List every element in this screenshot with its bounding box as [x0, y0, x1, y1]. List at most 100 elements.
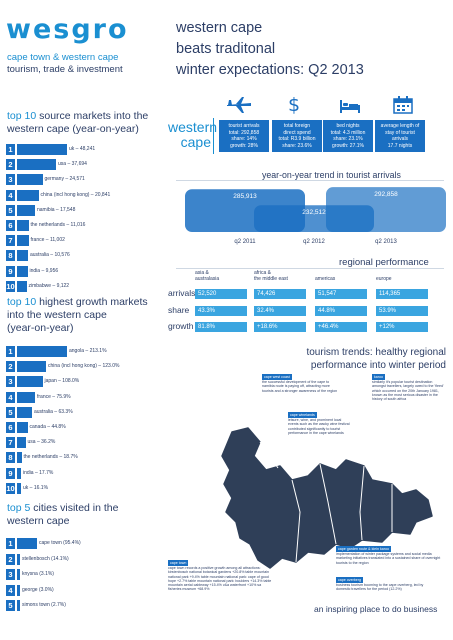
trend-rule	[176, 180, 444, 181]
trend-note-heading: cape winelands	[288, 412, 317, 419]
city-bar	[17, 600, 20, 612]
logo-tagline-1: cape town & western cape	[7, 52, 119, 63]
growth-market-bar	[17, 482, 21, 494]
trend-chart: 285,913 q2 2011 232,512 q2 2012 292,858 q2 20…	[185, 187, 446, 245]
growth-market-rank: 7	[6, 437, 15, 449]
city-rank: 4	[6, 584, 15, 596]
source-market-rank: 1	[6, 144, 15, 155]
stat-box: total foreign direct spend total: R3.9 bil…	[272, 120, 322, 152]
source-market-rank: 8	[6, 250, 15, 262]
growth-market-label: usa – 36.2%	[27, 439, 56, 446]
growth-market-bar	[17, 437, 26, 449]
source-market-label: germany – 24,571	[44, 176, 85, 183]
source-market-label: zimbabwe – 9,122	[28, 282, 70, 289]
growth-market-bar	[17, 376, 43, 388]
overview-word-1: western	[168, 119, 218, 135]
growth-market-label: angola – 213.1%	[69, 348, 107, 354]
stat-line: bed nights	[336, 123, 360, 129]
headline-line-3: winter expectations: Q2 2013	[176, 62, 364, 78]
stat-line: average length of	[380, 123, 420, 129]
cities-title-line2: western cape	[7, 515, 70, 527]
trend-note-body: leisure, wine, and prominent local event…	[288, 418, 350, 435]
city-label: cape town (95.4%)	[39, 540, 81, 546]
growth-market-rank: 5	[6, 406, 15, 418]
stat-line: growth: 28%	[230, 142, 258, 149]
growth-markets-title-hl: top 10	[7, 296, 37, 308]
source-market-rank: 3	[6, 174, 15, 186]
bed-icon	[340, 100, 360, 113]
source-market-label: australia – 10,576	[30, 252, 70, 259]
source-market-label: usa – 37,694	[58, 161, 87, 168]
source-markets-list: 1 uk – 48,241 2 usa – 37,694 3 germany – 24,5…	[0, 144, 160, 294]
source-markets-title-rest: source markets into the	[36, 110, 149, 122]
stat-line: stay of tourist	[385, 129, 415, 136]
growth-markets-title-rest: highest growth markets	[36, 296, 148, 308]
growth-markets-title-line3: (year-on-year)	[7, 322, 74, 334]
trend-bubble	[326, 187, 446, 232]
overview-label: western cape	[168, 119, 218, 150]
source-market-rank: 6	[6, 220, 15, 231]
regional-cell: 43.3%	[195, 305, 247, 316]
city-bar	[17, 584, 20, 596]
stat-line: total: 4.3 million	[330, 129, 366, 136]
overview-divider	[213, 118, 214, 154]
trends-title: tourism trends: healthy regional perform…	[270, 346, 446, 372]
regional-row-label: share	[168, 304, 190, 315]
growth-markets-title: top 10 highest growth markets into the w…	[7, 296, 148, 335]
calendar-icon	[393, 96, 413, 114]
dollar-icon: $	[288, 94, 300, 114]
source-market-label: namibia – 17,548	[37, 206, 76, 213]
regional-cell: 74,426	[254, 289, 306, 299]
source-market-label: china (incl hong kong) – 20,841	[40, 191, 111, 198]
source-market-label: uk – 48,241	[69, 146, 96, 152]
logo-tagline-2: tourism, trade & investment	[7, 64, 123, 75]
source-market-label: india – 9,956	[29, 267, 59, 274]
growth-market-rank: 10	[6, 482, 15, 494]
trend-value-label: 292,858	[374, 191, 398, 198]
source-market-bar	[17, 144, 67, 155]
growth-market-rank: 1	[6, 346, 15, 357]
stat-line: growth: 27.1%	[332, 142, 364, 149]
trend-note-body: implementation of winter package systems…	[336, 552, 441, 565]
source-markets-title-hl: top 10	[7, 110, 37, 122]
regional-column-header: americas	[315, 276, 335, 282]
trend-note-body: the successful development of the cape t…	[262, 380, 338, 393]
growth-market-rank: 8	[6, 452, 15, 464]
trend-quarter-label: q2 2013	[375, 239, 397, 245]
stat-line: direct spend	[283, 129, 311, 136]
trend-note-body: cape town records a positive growth amon…	[168, 566, 272, 592]
trends-title-line2: performance into winter period	[310, 360, 446, 371]
growth-market-bar	[17, 361, 46, 373]
airplane-icon	[227, 97, 251, 113]
growth-market-rank: 4	[6, 391, 15, 403]
stat-line: share: 23.1%	[333, 136, 363, 142]
trend-note-heading: karoo	[372, 374, 385, 381]
growth-market-bar	[17, 391, 35, 403]
trend-note-heading: cape overberg	[336, 577, 363, 584]
headline-line-1: western cape	[176, 20, 263, 36]
regional-cell: 32.4%	[254, 305, 306, 316]
growth-market-label: france – 75.9%	[37, 393, 71, 400]
regional-cell: +12%	[376, 322, 428, 332]
stat-box: bed nights total: 4.3 million share: 23.1%…	[323, 120, 373, 152]
source-market-bar	[17, 265, 28, 277]
growth-markets-list: 1 angola – 213.1% 2 china (incl hong kong) …	[0, 346, 160, 496]
regional-cell: 52,520	[195, 289, 247, 299]
regional-rule	[176, 268, 444, 269]
growth-market-label: australia – 63.3%	[34, 408, 73, 415]
trend-note-body: similarly it's popular tourist destinati…	[372, 380, 444, 402]
source-market-rank: 2	[6, 159, 15, 171]
growth-market-label: india – 17.7%	[23, 469, 54, 476]
growth-market-rank: 6	[6, 422, 15, 433]
source-market-bar	[17, 235, 29, 247]
regional-column-header: africa & the middle east	[254, 270, 288, 282]
stat-box: tourist arrivals total: 292,858 share: 14%…	[219, 120, 269, 152]
stat-line: total: 292,858	[228, 129, 260, 136]
growth-market-rank: 2	[6, 361, 15, 373]
growth-market-rank: 9	[6, 467, 15, 479]
regional-column-header-line: asia &	[195, 270, 209, 276]
stat-line: arrivals	[391, 136, 409, 142]
growth-market-label: china (incl hong kong) – 123.0%	[48, 363, 120, 370]
source-market-bar	[17, 250, 28, 262]
trend-value-label: 232,512	[302, 209, 326, 216]
